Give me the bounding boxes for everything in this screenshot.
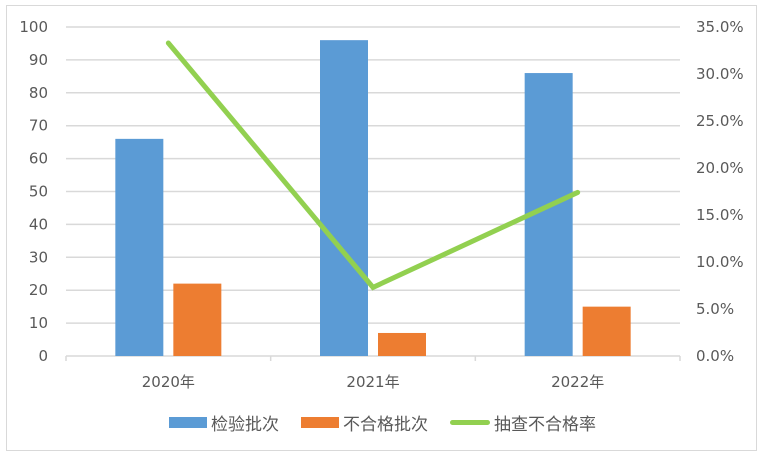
y2-tick-label: 35.0% [696, 18, 744, 36]
y2-tick-label: 0.0% [696, 347, 734, 365]
legend-label: 抽查不合格率 [494, 415, 596, 435]
y2-tick-label: 30.0% [696, 65, 744, 83]
bar [582, 306, 631, 356]
y-tick-label: 40 [29, 215, 48, 233]
x-tick-label: 2020年 [142, 373, 195, 391]
y-tick-label: 60 [29, 150, 48, 168]
y-tick-label: 0 [38, 347, 48, 365]
legend: 检验批次 不合格批次 抽查不合格率 [0, 410, 765, 435]
y-tick-label: 10 [29, 314, 48, 332]
rate-line [165, 40, 581, 291]
legend-swatch-green-line [450, 420, 490, 425]
y2-tick-label: 5.0% [696, 300, 734, 318]
y2-tick-label: 25.0% [696, 112, 744, 130]
x-tick-label: 2022年 [551, 373, 604, 391]
y2-tick-label: 15.0% [696, 206, 744, 224]
y-tick-label: 80 [29, 84, 48, 102]
y2-tick-label: 10.0% [696, 253, 744, 271]
legend-item-inspection-batches: 检验批次 [169, 410, 279, 435]
bar [320, 40, 368, 356]
legend-item-failed-batches: 不合格批次 [301, 410, 428, 435]
x-tick-label: 2021年 [346, 373, 399, 391]
y-tick-label: 100 [19, 18, 48, 36]
bar [173, 283, 222, 356]
legend-label: 检验批次 [211, 415, 279, 435]
legend-swatch-blue [169, 417, 207, 428]
legend-item-failure-rate: 抽查不合格率 [450, 410, 596, 435]
y-tick-label: 30 [29, 248, 48, 266]
legend-label: 不合格批次 [343, 415, 428, 435]
legend-swatch-orange [301, 417, 339, 428]
y2-tick-label: 20.0% [696, 159, 744, 177]
y-tick-label: 70 [29, 117, 48, 135]
y-tick-label: 90 [29, 51, 48, 69]
bar [378, 332, 426, 356]
bar [115, 138, 164, 356]
y-tick-label: 50 [29, 183, 48, 201]
y-tick-label: 20 [29, 281, 48, 299]
